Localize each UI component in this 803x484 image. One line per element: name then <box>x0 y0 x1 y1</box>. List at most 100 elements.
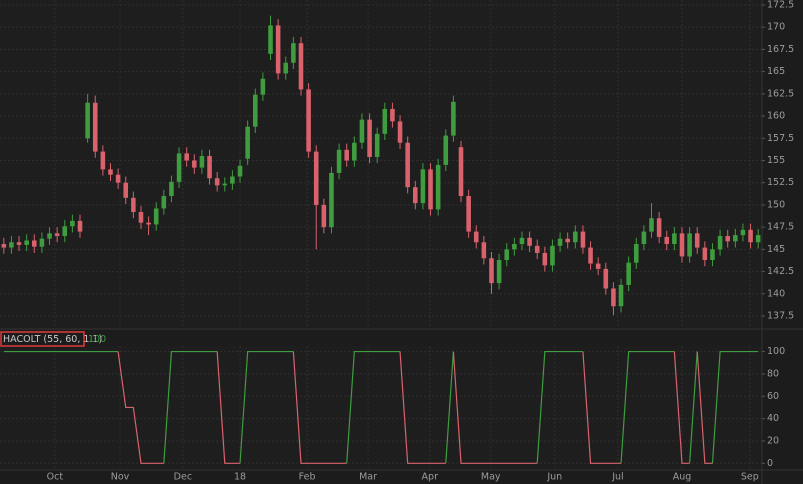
x-tick-label: 18 <box>234 472 246 483</box>
y-tick-label: 20 <box>767 435 779 446</box>
candle-body <box>679 233 685 257</box>
indicator-line <box>346 350 401 464</box>
candle-body <box>481 242 487 259</box>
candle-body <box>146 222 151 225</box>
indicator-line <box>239 350 294 464</box>
candle-body <box>451 101 456 136</box>
x-tick-label: Aug <box>673 472 692 483</box>
candle-body <box>702 247 708 261</box>
candle-body <box>390 108 395 122</box>
y-tick-label: 167.5 <box>767 44 794 55</box>
candle-body <box>527 237 532 246</box>
y-tick-label: 40 <box>767 413 779 424</box>
candle-body <box>443 135 449 165</box>
candle-body <box>512 244 517 250</box>
candle-body <box>367 119 372 157</box>
indicator-line <box>163 350 218 464</box>
indicator-line <box>620 350 675 464</box>
candle-body <box>611 288 616 307</box>
indicator-line <box>536 350 583 464</box>
candle-body <box>199 156 205 168</box>
x-tick-label: Jun <box>546 472 562 483</box>
candle-body <box>1 244 7 248</box>
candle-body <box>153 208 159 225</box>
candle-body <box>230 176 235 184</box>
candle-body <box>283 62 289 74</box>
x-tick-label: Feb <box>299 472 316 483</box>
candle-body <box>420 169 426 204</box>
y-tick-label: 140 <box>767 288 785 299</box>
y-tick-label: 162.5 <box>767 88 794 99</box>
candle-body <box>717 236 723 250</box>
y-tick-label: 152.5 <box>767 177 794 188</box>
candle-body <box>428 169 433 210</box>
candle-body <box>207 156 212 179</box>
candle-body <box>77 220 83 232</box>
candle-body <box>108 169 113 175</box>
candle-body <box>291 43 296 63</box>
candle-body <box>92 102 98 152</box>
indicator-pane <box>0 346 762 470</box>
candle-body <box>39 238 45 247</box>
candle-body <box>138 212 144 223</box>
candle-body <box>580 231 586 248</box>
candle-body <box>268 25 273 54</box>
y-tick-label: 100 <box>767 346 785 357</box>
x-tick-label: Mar <box>359 472 377 483</box>
candle-body <box>733 235 738 242</box>
candle-body <box>176 153 182 182</box>
candle-body <box>382 108 388 134</box>
y-tick-label: 155 <box>767 155 785 166</box>
candle-body <box>672 233 677 245</box>
candle-body <box>748 229 753 243</box>
candle-body <box>542 252 548 266</box>
candle-body <box>352 142 357 161</box>
candle-body <box>694 233 700 248</box>
candle-body <box>458 147 464 197</box>
y-tick-label: 137.5 <box>767 311 794 322</box>
indicator-line <box>399 351 446 464</box>
candle-body <box>123 182 129 198</box>
candle-body <box>588 247 593 264</box>
y-tick-label: 150 <box>767 199 785 210</box>
indicator-title: HACOLT (55, 60, 1.1) <box>3 334 102 345</box>
candle-body <box>603 268 609 289</box>
x-tick-label: Apr <box>422 472 439 483</box>
candle-body <box>100 151 106 170</box>
candle-body <box>336 149 342 173</box>
indicator-line <box>452 351 538 464</box>
candle-body <box>641 231 647 245</box>
y-tick-label: 142.5 <box>767 266 794 277</box>
y-tick-label: 0 <box>767 458 773 469</box>
candle-body <box>687 233 692 257</box>
indicator-current-value: 100 <box>88 334 106 345</box>
candle-body <box>649 218 654 232</box>
x-tick-label: Dec <box>174 472 192 483</box>
y-tick-label: 160 <box>767 111 785 122</box>
candle-body <box>115 174 121 183</box>
y-tick-label: 147.5 <box>767 222 794 233</box>
y-tick-label: 80 <box>767 368 779 379</box>
candle-body <box>16 242 22 245</box>
indicator-line <box>292 351 347 464</box>
indicator-line <box>117 351 164 464</box>
x-tick-label: May <box>481 472 501 483</box>
candle-body <box>329 172 334 228</box>
indicator-label-box <box>0 331 85 347</box>
candle-body <box>222 183 228 186</box>
candle-body <box>595 263 601 269</box>
candle-body <box>245 126 250 159</box>
candle-body <box>656 218 662 237</box>
candle-body <box>397 121 403 143</box>
candle-body <box>618 284 624 307</box>
candle-body <box>435 164 441 210</box>
candle-body <box>260 78 266 95</box>
candle-body <box>24 240 29 245</box>
candle-body <box>573 231 578 243</box>
candle-body <box>496 260 502 284</box>
candle-body <box>473 231 479 243</box>
candle-body <box>633 244 639 263</box>
candle-body <box>131 197 136 213</box>
candle-body <box>252 94 258 127</box>
